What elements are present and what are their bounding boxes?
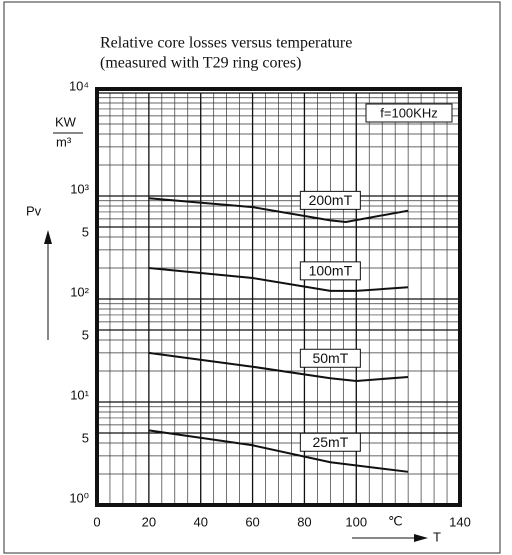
legend-label: 200mT [309,192,353,208]
x-tick-label: 0 [93,514,100,529]
series-line [148,266,409,292]
x-arrow-head [414,534,428,542]
y-unit: KW [55,114,77,129]
legend-label: 25mT [312,434,348,450]
x-tick-label: 80 [297,514,311,529]
x-axis-label: T [433,529,441,544]
y-unit: m³ [56,134,72,149]
label-box [299,261,361,281]
x-tick-label: 40 [193,514,207,529]
chart-subtitle: (measured with T29 ring cores) [100,55,301,72]
legend-label: 50mT [312,350,348,366]
series-line [148,351,409,382]
x-tick-label: 100 [345,514,367,529]
y-axis-label: Pv [26,203,42,218]
x-tick-label: 60 [245,514,259,529]
x-unit: ℃ [388,513,403,528]
series-line [148,197,409,223]
y-tick-label: 10⁰ [69,490,89,505]
y-arrow-head [44,230,52,244]
annotation-box [365,103,453,123]
y-tick-label: 10² [70,284,89,299]
legend-label: 100mT [309,263,353,279]
y-tick-label: 5 [82,327,89,342]
label-box [299,190,361,210]
y-tick-label: 5 [82,430,89,445]
y-tick-label: 10¹ [70,387,89,402]
annotation: f=100KHz [380,105,437,120]
y-tick-label: 10⁴ [69,78,89,93]
label-box [299,348,361,368]
label-box [299,432,361,452]
plot-border [95,87,462,507]
x-tick-label: 140 [449,514,471,529]
frame [3,1,501,554]
x-tick-label: 20 [142,514,156,529]
y-tick-label: 5 [82,224,89,239]
y-tick-label: 10³ [70,181,89,196]
series-line [148,429,409,473]
chart-title: Relative core losses versus temperature [100,35,352,52]
